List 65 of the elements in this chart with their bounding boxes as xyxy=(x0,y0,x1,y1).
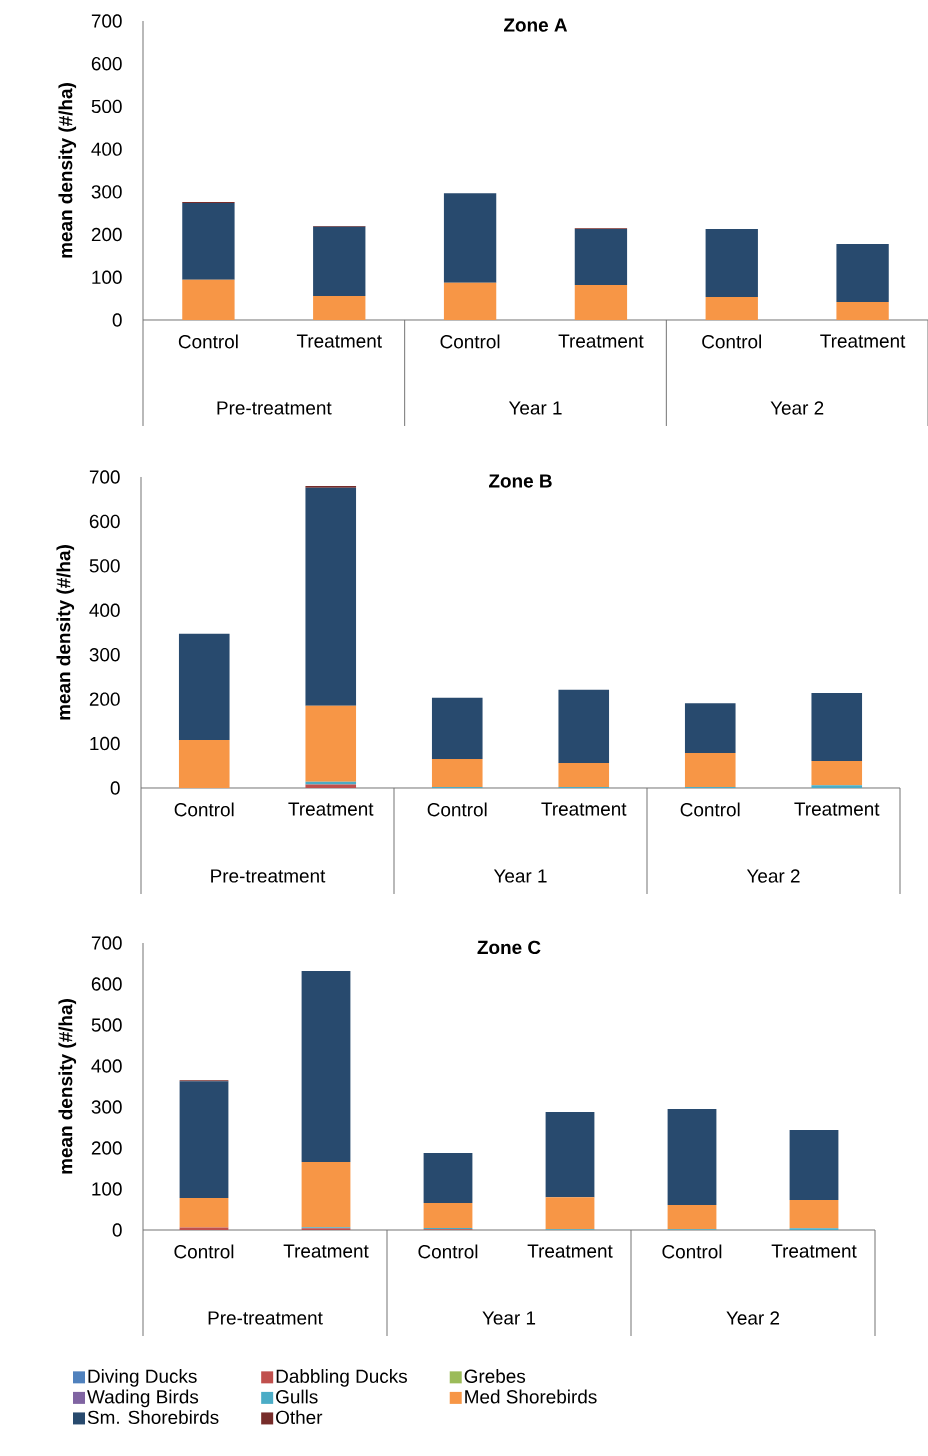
y-tick-label: 300 xyxy=(89,648,120,662)
text: Year 1 xyxy=(493,869,547,883)
text: Year 2 xyxy=(726,1311,780,1325)
y-tick-label: 100 xyxy=(92,270,122,284)
legend-label: Dabbling Ducks xyxy=(276,1369,407,1387)
text: Pre-treatment xyxy=(208,1311,323,1325)
text: Pre-treatment xyxy=(217,401,332,415)
x-tick-label: Treatment xyxy=(820,334,906,348)
y-tick-label: 300 xyxy=(91,185,122,199)
y-tick-label: 400 xyxy=(89,603,120,617)
legend-label: Sm. Shorebirds xyxy=(87,1410,219,1425)
text: Year 1 xyxy=(482,1311,536,1325)
x-tick-label: Control xyxy=(427,802,487,817)
text: Pre-treatment xyxy=(211,869,326,883)
chart-title: Zone C xyxy=(477,940,541,955)
x-tick-label: Treatment xyxy=(771,1244,857,1258)
x-tick-label: Control xyxy=(174,802,234,817)
y-tick-label: 200 xyxy=(91,227,122,242)
x-tick-label: Treatment xyxy=(794,802,880,816)
legend-label: Wading Birds xyxy=(87,1389,199,1408)
legend-label: Other xyxy=(276,1410,323,1425)
y-tick-label: 0 xyxy=(110,781,120,795)
x-tick-label: Control xyxy=(440,334,500,349)
legend-label: Grebes xyxy=(464,1369,526,1383)
x-tick-label: Control xyxy=(662,1244,722,1259)
y-axis-title: mean density (#/ha) xyxy=(56,545,75,720)
y-tick-label: 600 xyxy=(91,977,122,991)
y-tick-label: 600 xyxy=(89,514,120,529)
y-tick-label: 700 xyxy=(91,14,122,28)
y-tick-label: 100 xyxy=(90,736,120,751)
x-tick-label: Control xyxy=(178,334,238,349)
x-tick-label: Treatment xyxy=(288,802,374,816)
y-tick-label: 200 xyxy=(89,692,120,706)
legend-label: Gulls xyxy=(276,1389,318,1404)
y-axis-title: mean density (#/ha) xyxy=(58,999,77,1174)
text: Year 2 xyxy=(746,869,800,883)
legend-label: Diving Ducks xyxy=(88,1369,197,1387)
y-tick-label: 300 xyxy=(91,1100,122,1114)
x-tick-label: Control xyxy=(680,802,740,817)
y-tick-label: 200 xyxy=(91,1141,122,1155)
y-tick-label: 100 xyxy=(92,1182,122,1196)
y-tick-label: 700 xyxy=(91,936,122,950)
x-tick-label: Treatment xyxy=(541,802,627,816)
y-tick-label: 0 xyxy=(112,313,122,327)
y-tick-label: 0 xyxy=(112,1223,122,1237)
legend-label: Med Shorebirds xyxy=(465,1389,597,1404)
chart-title: Zone B xyxy=(488,474,552,488)
x-tick-label: Treatment xyxy=(558,334,644,348)
y-tick-label: 600 xyxy=(91,57,122,71)
y-tick-label: 400 xyxy=(91,142,122,156)
y-tick-label: 500 xyxy=(91,99,122,114)
chart-title: Zone A xyxy=(503,18,568,32)
text: Year 1 xyxy=(508,401,562,415)
y-tick-label: 700 xyxy=(89,470,120,484)
x-tick-label: Treatment xyxy=(527,1244,613,1258)
y-tick-label: 400 xyxy=(91,1059,122,1073)
text: Year 2 xyxy=(770,401,824,415)
x-tick-label: Control xyxy=(174,1244,234,1259)
x-tick-label: Control xyxy=(418,1244,478,1259)
y-axis-title: mean density (#/ha) xyxy=(58,83,77,258)
x-tick-label: Control xyxy=(702,334,761,349)
y-tick-label: 500 xyxy=(89,559,120,573)
x-tick-label: Treatment xyxy=(283,1244,369,1258)
y-tick-label: 500 xyxy=(91,1018,122,1032)
x-tick-label: Treatment xyxy=(296,334,382,348)
